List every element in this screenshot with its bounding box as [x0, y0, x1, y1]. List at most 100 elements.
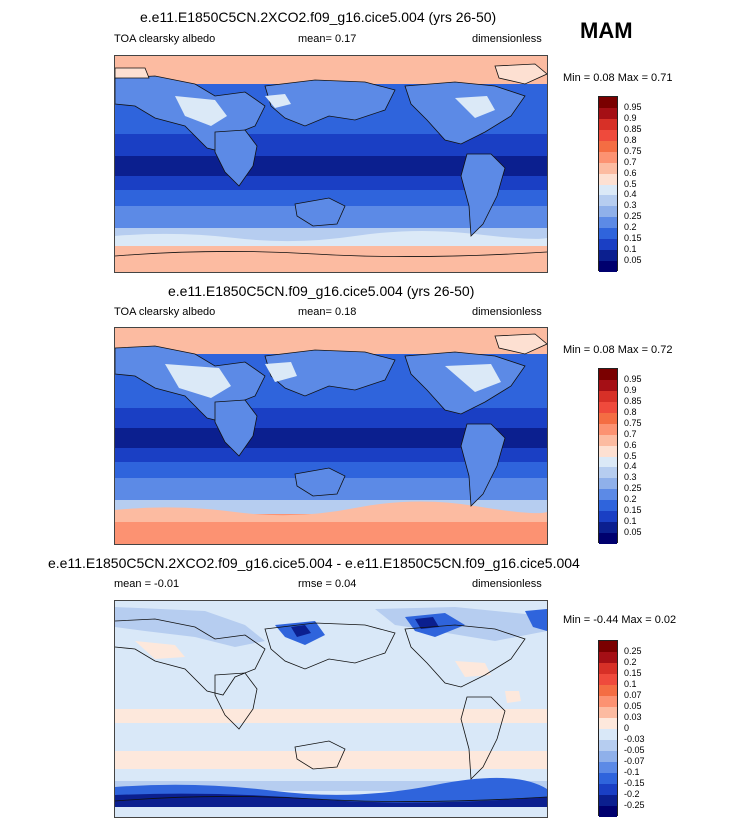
- colorbar-tick-label: -0.25: [624, 800, 645, 810]
- colorbar-swatch: [599, 663, 617, 674]
- colorbar-swatch: [599, 740, 617, 751]
- colorbar-tick-label: 0.6: [624, 167, 637, 178]
- panel-2-variable-label: TOA clearsky albedo: [114, 306, 216, 318]
- panel-2-units-label: dimensionless: [472, 306, 542, 318]
- colorbar-tick-label: -0.05: [624, 745, 645, 755]
- colorbar-swatch: [599, 751, 617, 762]
- colorbar-tick-label: 0.9: [624, 384, 637, 395]
- panel-3-colorbar: [598, 640, 618, 817]
- panel-2-colorbar: [598, 368, 618, 544]
- panel-3-rmse-label: rmse = 0.04: [298, 578, 357, 590]
- colorbar-tick-label: 0.7: [624, 428, 637, 439]
- colorbar-tick-label: -0.2: [624, 789, 640, 799]
- colorbar-swatch: [599, 151, 617, 163]
- colorbar-tick-label: 0.5: [624, 450, 637, 461]
- colorbar-swatch: [599, 118, 617, 130]
- colorbar-swatch: [599, 500, 617, 512]
- panel-1-units-label: dimensionless: [472, 33, 542, 45]
- colorbar-swatch: [599, 489, 617, 501]
- colorbar-tick-label: 0.6: [624, 439, 637, 450]
- panel-2-map: [114, 327, 548, 545]
- colorbar-tick-label: 0.75: [624, 417, 642, 428]
- colorbar-swatch: [599, 369, 617, 380]
- panel-1-variable-label: TOA clearsky albedo: [114, 33, 216, 45]
- panel-1-colorbar: [598, 96, 618, 272]
- colorbar-tick-label: -0.15: [624, 778, 645, 788]
- colorbar-tick-label: 0.1: [624, 516, 637, 527]
- colorbar-swatch: [599, 696, 617, 707]
- colorbar-swatch: [599, 707, 617, 718]
- colorbar-tick-label: 0.85: [624, 395, 642, 406]
- colorbar-tick-label: 0.25: [624, 646, 642, 656]
- colorbar-tick-label: 0.4: [624, 461, 637, 472]
- season-label: MAM: [580, 18, 633, 43]
- colorbar-swatch: [599, 173, 617, 185]
- colorbar-tick-label: 0.05: [624, 255, 642, 266]
- panel-1-map-plot: [115, 56, 547, 272]
- colorbar-tick-label: 0.1: [624, 679, 637, 689]
- colorbar-tick-label: 0.15: [624, 233, 642, 244]
- panel-3-map-plot: [115, 601, 547, 817]
- colorbar-swatch: [599, 674, 617, 685]
- colorbar-tick-label: 0.05: [624, 527, 642, 538]
- colorbar-swatch: [599, 795, 617, 806]
- colorbar-swatch: [599, 685, 617, 696]
- colorbar-tick-label: 0.1: [624, 244, 637, 255]
- colorbar-swatch: [599, 533, 617, 544]
- colorbar-tick-label: 0.8: [624, 134, 637, 145]
- colorbar-tick-label: 0.2: [624, 222, 637, 233]
- colorbar-swatch: [599, 261, 617, 272]
- colorbar-swatch: [599, 478, 617, 490]
- colorbar-tick-label: 0.95: [624, 101, 642, 112]
- colorbar-swatch: [599, 195, 617, 207]
- colorbar-swatch: [599, 806, 617, 817]
- colorbar-swatch: [599, 729, 617, 740]
- colorbar-swatch: [599, 456, 617, 468]
- colorbar-tick-label: 0.2: [624, 494, 637, 505]
- colorbar-swatch: [599, 129, 617, 141]
- colorbar-swatch: [599, 445, 617, 457]
- colorbar-swatch: [599, 228, 617, 240]
- colorbar-swatch: [599, 718, 617, 729]
- colorbar-tick-label: 0.07: [624, 690, 642, 700]
- colorbar-swatch: [599, 784, 617, 795]
- colorbar-tick-label: -0.1: [624, 767, 640, 777]
- colorbar-tick-label: -0.03: [624, 734, 645, 744]
- colorbar-tick-label: 0.75: [624, 145, 642, 156]
- panel-1-mean-label: mean= 0.17: [298, 33, 357, 45]
- colorbar-swatch: [599, 401, 617, 413]
- panel-2-title: e.e11.E1850C5CN.f09_g16.cice5.004 (yrs 2…: [168, 283, 475, 299]
- colorbar-tick-label: 0.03: [624, 712, 642, 722]
- colorbar-tick-label: 0.85: [624, 123, 642, 134]
- colorbar-swatch: [599, 140, 617, 152]
- panel-3-title: e.e11.E1850C5CN.2XCO2.f09_g16.cice5.004 …: [48, 555, 580, 571]
- colorbar-swatch: [599, 773, 617, 784]
- colorbar-tick-label: 0.7: [624, 156, 637, 167]
- panel-3-units-label: dimensionless: [472, 578, 542, 590]
- panel-3-mean-label: mean = -0.01: [114, 578, 180, 590]
- colorbar-swatch: [599, 423, 617, 435]
- colorbar-tick-label: 0: [624, 723, 630, 733]
- colorbar-tick-label: 0.4: [624, 189, 637, 200]
- colorbar-tick-label: 0.3: [624, 472, 637, 483]
- panel-3-minmax: Min = -0.44 Max = 0.02: [563, 614, 677, 626]
- colorbar-tick-label: 0.2: [624, 657, 637, 667]
- colorbar-swatch: [599, 434, 617, 446]
- colorbar-swatch: [599, 239, 617, 251]
- colorbar-tick-label: 0.15: [624, 668, 642, 678]
- panel-3-map: [114, 600, 548, 818]
- colorbar-tick-label: 0.8: [624, 406, 637, 417]
- colorbar-swatch: [599, 97, 617, 108]
- colorbar-tick-label: 0.25: [624, 483, 642, 494]
- panel-1-map: [114, 55, 548, 273]
- colorbar-swatch: [599, 379, 617, 391]
- colorbar-swatch: [599, 217, 617, 229]
- colorbar-swatch: [599, 412, 617, 424]
- colorbar-swatch: [599, 652, 617, 663]
- colorbar-swatch: [599, 162, 617, 174]
- panel-2-mean-label: mean= 0.18: [298, 306, 357, 318]
- colorbar-swatch: [599, 250, 617, 262]
- colorbar-swatch: [599, 762, 617, 773]
- colorbar-tick-label: 0.05: [624, 701, 642, 711]
- colorbar-swatch: [599, 511, 617, 523]
